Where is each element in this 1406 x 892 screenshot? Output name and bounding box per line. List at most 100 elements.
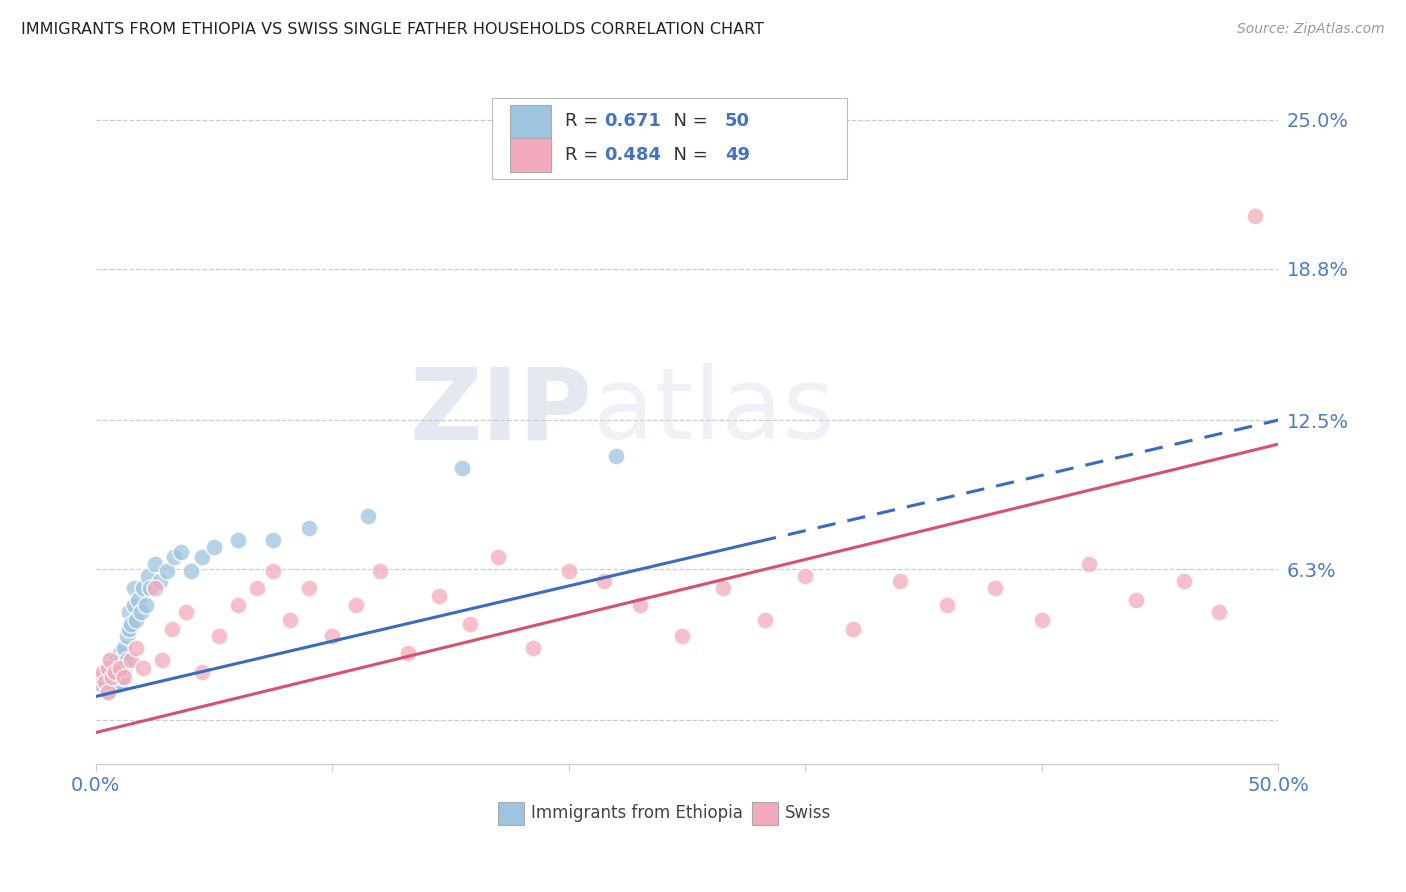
Point [91, 665, 114, 680]
Point [112, 660, 135, 674]
Point [226, 533, 249, 548]
Point [671, 629, 693, 643]
Point [170, 545, 193, 559]
Point [1208, 605, 1230, 619]
Point [97, 684, 120, 698]
Point [101, 665, 124, 680]
Text: IMMIGRANTS FROM ETHIOPIA VS SWISS SINGLE FATHER HOUSEHOLDS CORRELATION CHART: IMMIGRANTS FROM ETHIOPIA VS SWISS SINGLE… [21, 22, 763, 37]
Point [522, 641, 544, 656]
Point [1173, 574, 1195, 588]
Point [841, 622, 863, 636]
Text: 49: 49 [725, 145, 749, 163]
Point [98, 670, 121, 684]
Point [118, 622, 141, 636]
Point [298, 521, 321, 535]
FancyBboxPatch shape [498, 803, 524, 825]
Point [262, 533, 284, 548]
FancyBboxPatch shape [752, 803, 778, 825]
Point [105, 670, 128, 684]
Point [396, 646, 419, 660]
Point [150, 653, 173, 667]
FancyBboxPatch shape [510, 104, 551, 138]
Text: 0.671: 0.671 [605, 112, 661, 130]
Point [122, 582, 145, 596]
Text: atlas: atlas [592, 363, 834, 460]
Point [558, 565, 581, 579]
Point [90, 670, 112, 684]
Point [118, 605, 141, 619]
Point [125, 613, 148, 627]
Point [91, 665, 114, 680]
Text: R =: R = [565, 145, 605, 163]
Point [105, 660, 128, 674]
Point [108, 646, 131, 660]
Point [593, 574, 616, 588]
Point [101, 670, 124, 684]
Point [111, 653, 134, 667]
Point [94, 675, 117, 690]
Point [97, 684, 120, 698]
Point [90, 677, 112, 691]
Point [794, 569, 817, 583]
Point [136, 569, 159, 583]
Point [298, 582, 321, 596]
Point [357, 509, 380, 524]
Point [246, 582, 269, 596]
Point [112, 670, 135, 684]
Point [1078, 558, 1101, 572]
Point [983, 582, 1005, 596]
Point [368, 565, 391, 579]
Point [111, 670, 134, 684]
Point [711, 582, 734, 596]
FancyBboxPatch shape [492, 98, 846, 179]
Point [344, 598, 367, 612]
Point [191, 549, 214, 564]
Point [149, 574, 172, 588]
Point [174, 605, 197, 619]
Point [112, 641, 135, 656]
Point [125, 641, 148, 656]
Point [278, 613, 301, 627]
Point [104, 653, 127, 667]
Point [97, 660, 120, 674]
Point [156, 565, 179, 579]
Text: R =: R = [565, 112, 605, 130]
Point [122, 598, 145, 612]
Point [458, 617, 481, 632]
Point [202, 541, 225, 555]
Text: ZIP: ZIP [409, 363, 592, 460]
Point [139, 582, 162, 596]
Point [120, 653, 142, 667]
Point [1125, 593, 1147, 607]
Point [135, 598, 157, 612]
Point [427, 589, 450, 603]
Point [486, 549, 509, 564]
Point [104, 665, 127, 680]
Point [120, 617, 142, 632]
Point [160, 622, 183, 636]
Point [115, 629, 138, 643]
Point [108, 665, 131, 680]
Point [129, 605, 152, 619]
Point [180, 565, 202, 579]
Point [208, 629, 231, 643]
Point [143, 582, 166, 596]
Point [1031, 613, 1053, 627]
Point [605, 449, 627, 463]
Point [97, 660, 120, 674]
Text: N =: N = [662, 145, 714, 163]
Point [451, 461, 474, 475]
Point [628, 598, 651, 612]
Point [104, 677, 127, 691]
Point [104, 665, 127, 680]
Point [94, 670, 117, 684]
Text: Source: ZipAtlas.com: Source: ZipAtlas.com [1237, 22, 1385, 37]
Text: 0.484: 0.484 [605, 145, 661, 163]
Point [191, 665, 214, 680]
Point [101, 675, 124, 690]
FancyBboxPatch shape [510, 138, 551, 172]
Point [889, 574, 911, 588]
Point [1243, 209, 1265, 223]
Point [226, 598, 249, 612]
Point [163, 549, 186, 564]
